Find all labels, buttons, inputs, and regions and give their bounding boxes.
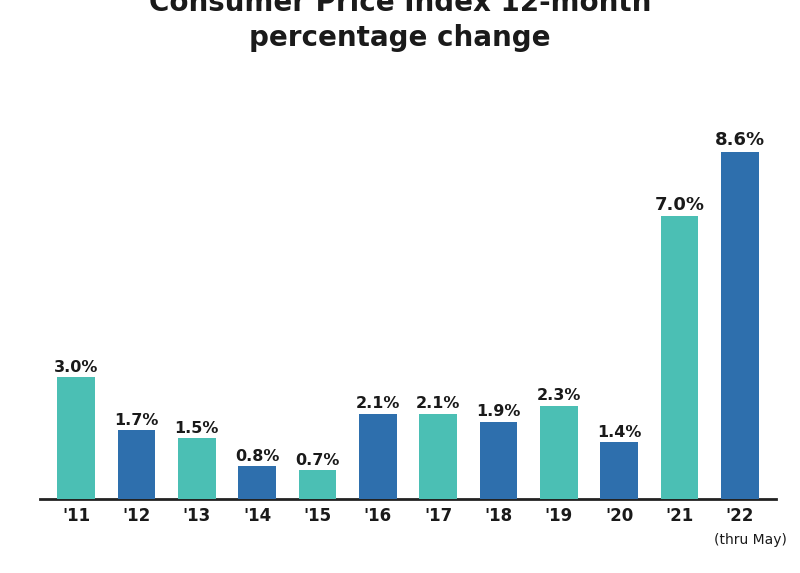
Text: 2.1%: 2.1% (416, 397, 460, 411)
Text: 2.3%: 2.3% (537, 388, 581, 403)
Text: 1.5%: 1.5% (174, 421, 219, 435)
Bar (540, 406, 578, 499)
Text: Consumer Price Index 12-month
percentage change: Consumer Price Index 12-month percentage… (149, 0, 651, 52)
Text: 7.0%: 7.0% (654, 196, 705, 214)
Text: 0.8%: 0.8% (235, 449, 279, 464)
Bar (299, 470, 336, 499)
Text: (thru May): (thru May) (714, 533, 787, 547)
Text: 1.9%: 1.9% (476, 405, 521, 419)
Text: 2.1%: 2.1% (356, 397, 400, 411)
Bar (178, 438, 215, 499)
Bar (238, 466, 276, 499)
Bar (359, 414, 397, 499)
Text: 0.7%: 0.7% (295, 453, 340, 468)
Text: 1.4%: 1.4% (597, 425, 642, 439)
Text: 3.0%: 3.0% (54, 360, 98, 375)
Bar (58, 378, 95, 499)
Bar (118, 430, 155, 499)
Bar (661, 216, 698, 499)
Text: 8.6%: 8.6% (714, 131, 765, 149)
Bar (419, 414, 457, 499)
Text: 1.7%: 1.7% (114, 413, 158, 427)
Bar (721, 151, 758, 499)
Bar (480, 422, 517, 499)
Bar (601, 442, 638, 499)
